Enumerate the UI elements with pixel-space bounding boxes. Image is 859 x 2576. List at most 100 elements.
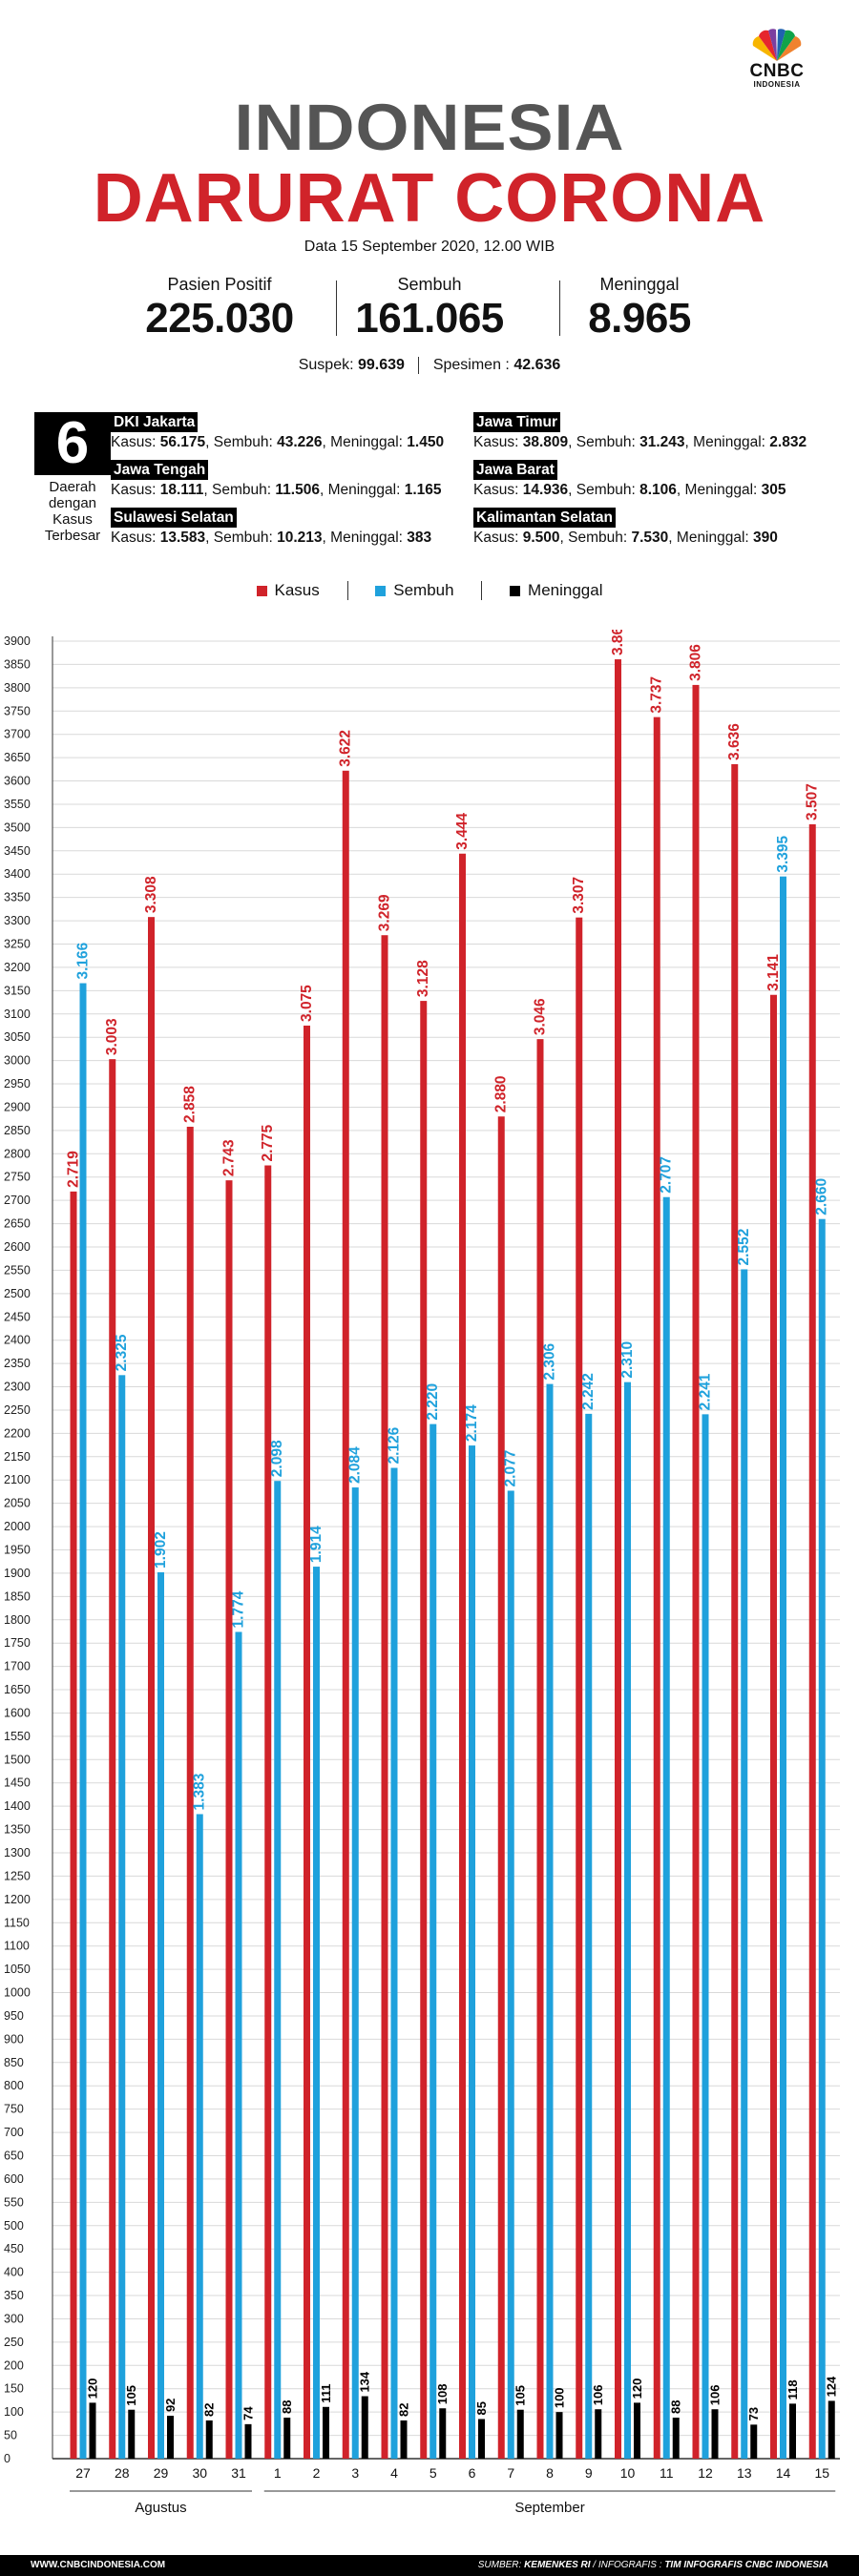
x-tick-label: 14 xyxy=(776,2465,791,2481)
bar-kasus xyxy=(420,1001,428,2459)
stat-value: 8.965 xyxy=(588,295,691,342)
data-label-meninggal: 108 xyxy=(435,2384,450,2405)
bar-meninggal xyxy=(323,2406,329,2459)
meninggal-label: Meninggal: xyxy=(330,530,403,546)
y-tick-label: 1800 xyxy=(4,1613,31,1627)
meninggal-value: 390 xyxy=(753,530,778,546)
bar-sembuh xyxy=(118,1375,126,2459)
x-tick-label: 31 xyxy=(231,2465,246,2481)
bar-kasus xyxy=(459,853,466,2459)
y-tick-label: 2050 xyxy=(4,1497,31,1510)
x-tick-label: 13 xyxy=(737,2465,752,2481)
legend-kasus: Kasus xyxy=(256,580,320,600)
y-tick-label: 350 xyxy=(4,2289,24,2302)
cnbc-logo: CNBC INDONESIA xyxy=(731,29,823,89)
region-caption: Daerah dengan Kasus Terbesar xyxy=(44,479,101,544)
y-tick-label: 2650 xyxy=(4,1217,31,1231)
y-tick-label: 2250 xyxy=(4,1403,31,1417)
region-details: Kasus: 13.583, Sembuh: 10.213, Meninggal… xyxy=(111,530,432,546)
divider xyxy=(481,580,483,600)
bar-sembuh xyxy=(624,1381,631,2459)
region-item: DKI Jakarta Kasus: 56.175, Sembuh: 43.226… xyxy=(111,412,444,452)
region-count: 6 xyxy=(34,412,111,475)
y-tick-label: 3850 xyxy=(4,657,31,671)
month-label: Agustus xyxy=(135,2500,186,2516)
suspek-label: Suspek: xyxy=(298,357,354,374)
legend-label: Meninggal xyxy=(528,580,603,599)
data-label-kasus: 3.636 xyxy=(726,723,743,760)
region-item: Sulawesi Selatan Kasus: 13.583, Sembuh: 1… xyxy=(111,508,431,548)
x-tick-label: 6 xyxy=(469,2465,476,2481)
y-tick-label: 1900 xyxy=(4,1567,31,1580)
credit-name: TIM INFOGRAFIS CNBC INDONESIA xyxy=(664,2560,828,2570)
bar-sembuh xyxy=(780,876,786,2459)
data-label-kasus: 3.075 xyxy=(299,985,315,1022)
y-tick-label: 3350 xyxy=(4,891,31,904)
sembuh-value: 8.106 xyxy=(639,482,677,498)
meninggal-value: 383 xyxy=(407,530,432,546)
data-label-kasus: 2.775 xyxy=(260,1124,276,1161)
x-tick-label: 8 xyxy=(546,2465,554,2481)
y-tick-label: 1400 xyxy=(4,1799,31,1813)
kasus-value: 56.175 xyxy=(159,434,206,450)
y-tick-label: 3300 xyxy=(4,914,31,927)
bar-kasus xyxy=(615,659,621,2459)
y-tick-label: 550 xyxy=(4,2195,24,2209)
region-item: Jawa Tengah Kasus: 18.111, Sembuh: 11.506… xyxy=(111,460,442,500)
x-tick-label: 9 xyxy=(585,2465,593,2481)
bar-sembuh xyxy=(741,1269,748,2459)
title-line-2: DARURAT CORONA xyxy=(93,160,766,237)
y-tick-label: 450 xyxy=(4,2242,24,2255)
y-tick-label: 1300 xyxy=(4,1846,31,1859)
bar-meninggal xyxy=(400,2420,408,2459)
region-details: Kasus: 14.936, Sembuh: 8.106, Meninggal:… xyxy=(473,482,786,498)
data-label-kasus: 3.622 xyxy=(338,730,354,767)
data-label-meninggal: 88 xyxy=(669,2400,683,2414)
sembuh-label: Sembuh: xyxy=(576,434,636,450)
y-tick-label: 2750 xyxy=(4,1171,31,1184)
region-details: Kasus: 56.175, Sembuh: 43.226, Meninggal… xyxy=(111,434,445,450)
data-label-meninggal: 124 xyxy=(825,2376,839,2397)
bar-kasus xyxy=(264,1165,272,2459)
bar-meninggal xyxy=(672,2418,680,2459)
y-tick-label: 3200 xyxy=(4,961,31,974)
y-tick-label: 700 xyxy=(4,2126,24,2139)
bar-sembuh xyxy=(351,1487,359,2459)
divider xyxy=(559,280,560,336)
meninggal-label: Meninggal: xyxy=(693,434,765,450)
data-label-meninggal: 74 xyxy=(241,2406,256,2420)
x-tick-label: 11 xyxy=(660,2465,674,2481)
spesimen-value: 42.636 xyxy=(513,357,561,374)
y-tick-label: 1350 xyxy=(4,1823,31,1837)
stat-label: Pasien Positif xyxy=(167,275,272,294)
y-tick-label: 3600 xyxy=(4,775,31,788)
footer-site: WWW.CNBCINDONESIA.COM xyxy=(31,2560,166,2570)
data-label-sembuh: 2.084 xyxy=(347,1446,364,1484)
y-tick-label: 2000 xyxy=(4,1520,31,1533)
divider xyxy=(346,580,348,600)
y-tick-label: 750 xyxy=(4,2103,24,2116)
data-label-kasus: 3.737 xyxy=(649,676,665,714)
kasus-label: Kasus: xyxy=(111,434,157,450)
bar-chart: 0 50 100 150 200 250 300 350 400 450 500 550 600 650 7… xyxy=(4,630,840,2516)
y-tick-label: 2350 xyxy=(4,1357,31,1370)
y-tick-label: 2850 xyxy=(4,1124,31,1137)
data-label-meninggal: 120 xyxy=(630,2379,644,2399)
y-tick-label: 2500 xyxy=(4,1287,31,1300)
kasus-label: Kasus: xyxy=(473,482,519,498)
y-tick-label: 950 xyxy=(4,2009,24,2023)
y-tick-label: 1250 xyxy=(4,1869,31,1882)
y-tick-label: 3500 xyxy=(4,821,31,834)
x-tick-label: 30 xyxy=(192,2465,207,2481)
bar-sembuh xyxy=(585,1413,593,2459)
bar-sembuh xyxy=(390,1467,398,2459)
region-item: Kalimantan Selatan Kasus: 9.500, Sembuh: … xyxy=(473,508,778,548)
y-tick-label: 400 xyxy=(4,2266,24,2279)
bar-meninggal xyxy=(205,2420,213,2459)
bar-kasus xyxy=(109,1059,116,2459)
legend-swatch xyxy=(510,585,521,596)
legend-label: Kasus xyxy=(274,580,320,599)
stat-value: 225.030 xyxy=(145,295,294,342)
data-label-meninggal: 134 xyxy=(358,2371,372,2392)
data-label-meninggal: 82 xyxy=(202,2402,217,2416)
